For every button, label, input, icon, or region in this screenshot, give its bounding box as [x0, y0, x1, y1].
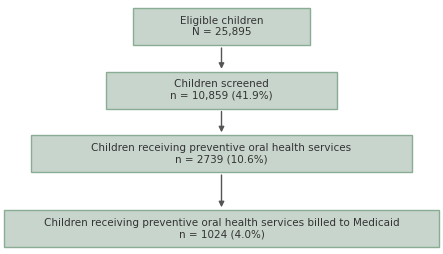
- FancyBboxPatch shape: [133, 8, 310, 45]
- FancyBboxPatch shape: [4, 210, 439, 247]
- FancyBboxPatch shape: [31, 135, 412, 172]
- Text: Children screened
n = 10,859 (41.9%): Children screened n = 10,859 (41.9%): [170, 79, 273, 101]
- Text: Eligible children
N = 25,895: Eligible children N = 25,895: [180, 16, 263, 38]
- Text: Children receiving preventive oral health services
n = 2739 (10.6%): Children receiving preventive oral healt…: [91, 143, 352, 165]
- FancyBboxPatch shape: [106, 72, 337, 109]
- Text: Children receiving preventive oral health services billed to Medicaid
n = 1024 (: Children receiving preventive oral healt…: [44, 218, 399, 240]
